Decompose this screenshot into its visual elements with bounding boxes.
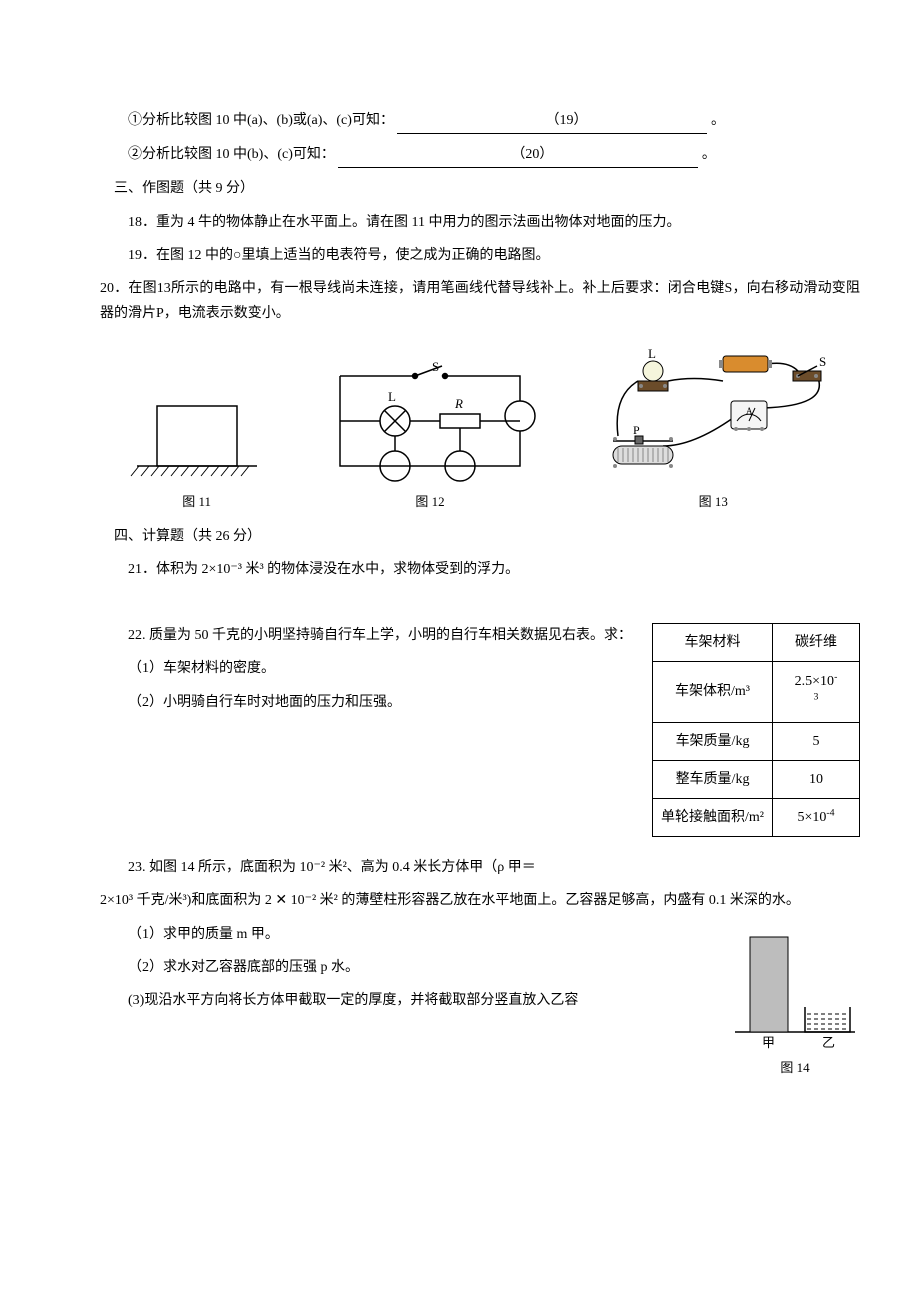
q21-text: 21．体积为 2×10⁻³ 米³ 的物体浸没在水中，求物体受到的浮力。	[100, 557, 860, 582]
fill-line-2-end: 。	[702, 147, 716, 162]
fig14-yi-label: 乙	[822, 1035, 835, 1050]
bike-data-table: 车架材料 碳纤维 车架体积/m³ 2.5×10-3 车架质量/kg 5 整车质量…	[652, 623, 860, 837]
section3-heading: 三、作图题（共 9 分）	[100, 176, 860, 201]
table-row: 单轮接触面积/m² 5×10-4	[653, 799, 860, 837]
fill-line-2: ②分析比较图 10 中(b)、(c)可知： （20） 。	[100, 142, 860, 168]
fig11-svg	[127, 376, 267, 486]
figure-13: L S A	[593, 346, 833, 513]
figures-row: 图 11 S	[100, 346, 860, 513]
table-cell-value: 10	[773, 760, 860, 798]
fig13-P-label: P	[633, 423, 640, 437]
table-row: 车架质量/kg 5	[653, 722, 860, 760]
svg-text:A: A	[746, 406, 753, 416]
q19-text: 19．在图 12 中的○里填上适当的电表符号，使之成为正确的电路图。	[100, 243, 860, 268]
fig12-S-label: S	[432, 359, 439, 374]
fig13-battery-icon	[719, 356, 772, 372]
table-row: 车架体积/m³ 2.5×10-3	[653, 662, 860, 722]
q23-intro-1: 23. 如图 14 所示，底面积为 10⁻² 米²、高为 0.4 米长方体甲（ρ…	[100, 855, 860, 880]
figure-14: 甲 乙 图 14	[730, 922, 860, 1079]
table-cell-value: 2.5×10-3	[773, 662, 860, 722]
figure-11: 图 11	[127, 376, 267, 513]
fill-line-1: ①分析比较图 10 中(a)、(b)或(a)、(c)可知： （19） 。	[100, 108, 860, 134]
fig11-caption: 图 11	[127, 490, 267, 513]
q20-text: 20．在图13所示的电路中，有一根导线尚未连接，请用笔画线代替导线补上。补上后要…	[100, 276, 860, 326]
fig13-L-label: L	[648, 346, 656, 361]
q22-block: 车架材料 碳纤维 车架体积/m³ 2.5×10-3 车架质量/kg 5 整车质量…	[100, 623, 860, 847]
q23-block: 23. 如图 14 所示，底面积为 10⁻² 米²、高为 0.4 米长方体甲（ρ…	[100, 855, 860, 1013]
fig13-svg: L S A	[593, 346, 833, 486]
fig14-caption: 图 14	[730, 1056, 860, 1079]
fig13-ammeter-icon: A	[731, 401, 767, 431]
q18-text: 18．重为 4 牛的物体静止在水平面上。请在图 11 中用力的图示法画出物体对地…	[100, 210, 860, 235]
table-cell-label: 单轮接触面积/m²	[653, 799, 773, 837]
table-cell-value: 5×10-4	[773, 799, 860, 837]
table-cell-label: 车架体积/m³	[653, 662, 773, 722]
blank-20: （20）	[338, 142, 698, 168]
fig14-jia-label: 甲	[762, 1035, 775, 1050]
fig12-L-label: L	[388, 389, 396, 404]
blank-19: （19）	[397, 108, 707, 134]
fig12-R-label: R	[454, 396, 463, 411]
fig13-S-label: S	[819, 354, 826, 369]
fig12-svg: S L R	[320, 356, 540, 486]
table-cell-label: 车架质量/kg	[653, 722, 773, 760]
table-cell-label: 整车质量/kg	[653, 760, 773, 798]
fill-line-1-end: 。	[711, 113, 725, 128]
fill-line-2-prefix: ②分析比较图 10 中(b)、(c)可知：	[128, 147, 335, 162]
table-cell-value: 5	[773, 722, 860, 760]
table-row: 车架材料 碳纤维	[653, 624, 860, 662]
table-row: 整车质量/kg 10	[653, 760, 860, 798]
figure-12: S L R 图 12	[320, 356, 540, 513]
fig13-rheostat-icon	[613, 436, 673, 468]
fig12-caption: 图 12	[320, 490, 540, 513]
q23-intro-2: 2×10³ 千克/米³)和底面积为 2 ✕ 10⁻² 米² 的薄壁柱形容器乙放在…	[100, 888, 860, 913]
fill-line-1-prefix: ①分析比较图 10 中(a)、(b)或(a)、(c)可知：	[128, 113, 394, 128]
fig13-lamp-icon	[638, 361, 668, 391]
fig13-switch-icon	[793, 366, 821, 381]
fig14-svg: 甲 乙	[730, 922, 860, 1052]
table-cell-label: 车架材料	[653, 624, 773, 662]
section4-heading: 四、计算题（共 26 分）	[100, 524, 860, 549]
fig13-caption: 图 13	[593, 490, 833, 513]
table-cell-value: 碳纤维	[773, 624, 860, 662]
